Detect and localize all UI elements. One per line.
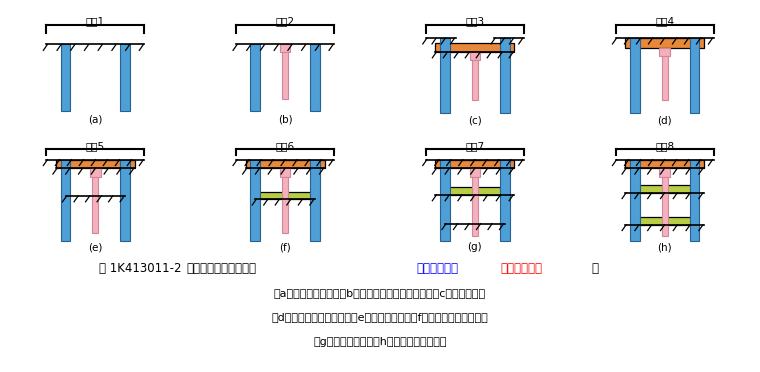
Bar xyxy=(310,45,320,110)
Bar xyxy=(500,160,509,241)
Bar xyxy=(255,192,315,199)
Bar xyxy=(689,160,699,241)
Bar xyxy=(251,160,260,241)
Bar xyxy=(435,160,515,168)
Text: （g）开挖下层土；（h）构筑下层主体结构: （g）开挖下层土；（h）构筑下层主体结构 xyxy=(313,337,447,347)
Bar xyxy=(445,187,505,195)
Text: 步顶3: 步顶3 xyxy=(465,16,484,26)
Bar xyxy=(282,52,288,99)
Bar xyxy=(310,160,320,241)
Bar xyxy=(440,160,450,241)
Text: (d): (d) xyxy=(657,115,672,125)
Bar xyxy=(625,38,704,48)
Bar xyxy=(280,168,290,177)
Bar xyxy=(470,52,480,61)
Bar xyxy=(630,38,639,113)
Bar xyxy=(472,61,478,100)
Bar xyxy=(61,160,71,241)
Text: (h): (h) xyxy=(657,242,672,252)
Bar xyxy=(500,38,509,113)
Text: 图 1K413011-2: 图 1K413011-2 xyxy=(99,262,192,275)
Bar xyxy=(625,160,704,168)
Bar xyxy=(635,185,695,193)
Bar xyxy=(470,168,480,177)
Bar xyxy=(440,38,450,113)
Text: （a）构筑围护结构；（b）构筑主体结构中间立柱；（c）构筑顶板；: （a）构筑围护结构；（b）构筑主体结构中间立柱；（c）构筑顶板； xyxy=(274,288,486,298)
Text: 步顶5: 步顶5 xyxy=(86,141,105,151)
Bar xyxy=(280,45,290,52)
Bar xyxy=(659,48,670,56)
Text: 步顶1: 步顶1 xyxy=(86,16,105,26)
Text: 步顶8: 步顶8 xyxy=(655,141,674,151)
Text: (a): (a) xyxy=(88,114,103,124)
Text: ）: ） xyxy=(591,262,598,275)
Bar xyxy=(121,160,130,241)
Bar xyxy=(61,45,71,110)
Bar xyxy=(472,177,478,237)
Text: （d）回填土、恢复路面；（e）开挖中层土；（f）构筑上层主体结构；: （d）回填土、恢复路面；（e）开挖中层土；（f）构筑上层主体结构； xyxy=(271,312,489,323)
Bar xyxy=(435,44,515,52)
Text: (g): (g) xyxy=(467,242,482,252)
Bar xyxy=(662,177,667,237)
Text: (c): (c) xyxy=(468,115,482,125)
Bar xyxy=(282,177,288,233)
Bar xyxy=(689,38,699,113)
Text: (f): (f) xyxy=(279,242,291,252)
Text: 步顶2: 步顶2 xyxy=(276,16,295,26)
Text: (e): (e) xyxy=(88,242,103,252)
Text: 由上至下施工: 由上至下施工 xyxy=(500,262,542,275)
Bar xyxy=(659,168,670,177)
Bar xyxy=(56,160,135,168)
Bar xyxy=(121,45,130,110)
Bar xyxy=(245,160,325,168)
Text: 步顶6: 步顶6 xyxy=(276,141,295,151)
Text: 步顶4: 步顶4 xyxy=(655,16,674,26)
Text: 步顶7: 步顶7 xyxy=(465,141,484,151)
Bar xyxy=(635,217,695,225)
Bar xyxy=(662,56,667,100)
Bar xyxy=(93,177,98,233)
Bar xyxy=(90,168,101,177)
Text: 盖挖逆作法施工流程（: 盖挖逆作法施工流程（ xyxy=(186,262,256,275)
Bar xyxy=(251,45,260,110)
Text: (b): (b) xyxy=(278,114,293,124)
Text: 土方、结构均: 土方、结构均 xyxy=(416,262,458,275)
Bar xyxy=(630,160,639,241)
